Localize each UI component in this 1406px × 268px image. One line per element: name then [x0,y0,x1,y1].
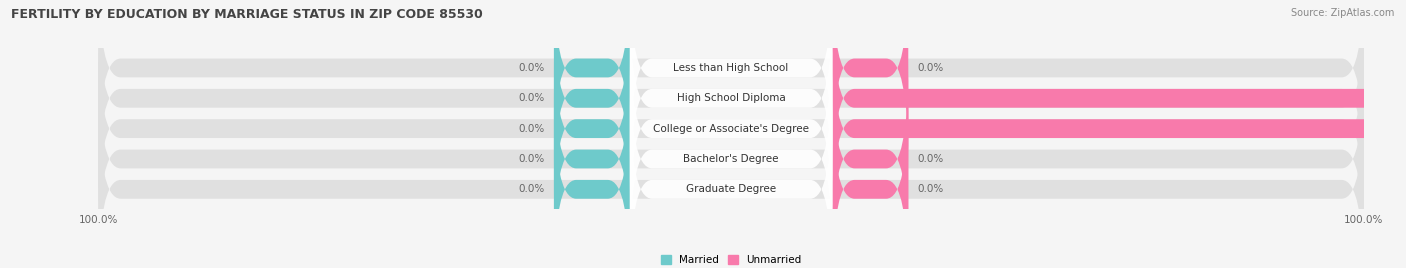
Text: 0.0%: 0.0% [519,63,544,73]
FancyBboxPatch shape [554,92,630,268]
Text: 0.0%: 0.0% [918,63,943,73]
FancyBboxPatch shape [832,2,1406,195]
FancyBboxPatch shape [554,2,630,195]
Legend: Married, Unmarried: Married, Unmarried [661,255,801,265]
FancyBboxPatch shape [630,32,832,225]
FancyBboxPatch shape [832,92,908,268]
Text: FERTILITY BY EDUCATION BY MARRIAGE STATUS IN ZIP CODE 85530: FERTILITY BY EDUCATION BY MARRIAGE STATU… [11,8,484,21]
FancyBboxPatch shape [630,62,832,256]
FancyBboxPatch shape [554,0,630,165]
FancyBboxPatch shape [554,62,630,256]
Text: High School Diploma: High School Diploma [676,93,786,103]
Text: 0.0%: 0.0% [519,154,544,164]
Text: Source: ZipAtlas.com: Source: ZipAtlas.com [1291,8,1395,18]
Text: 0.0%: 0.0% [918,154,943,164]
Text: 0.0%: 0.0% [519,93,544,103]
Text: 0.0%: 0.0% [519,184,544,194]
FancyBboxPatch shape [98,2,1364,195]
FancyBboxPatch shape [630,2,832,195]
FancyBboxPatch shape [630,0,832,165]
Text: 0.0%: 0.0% [519,124,544,134]
Text: Less than High School: Less than High School [673,63,789,73]
FancyBboxPatch shape [98,32,1364,225]
Text: Bachelor's Degree: Bachelor's Degree [683,154,779,164]
FancyBboxPatch shape [98,92,1364,268]
FancyBboxPatch shape [554,32,630,225]
FancyBboxPatch shape [98,62,1364,256]
FancyBboxPatch shape [630,92,832,268]
FancyBboxPatch shape [832,32,1406,225]
Text: College or Associate's Degree: College or Associate's Degree [654,124,808,134]
FancyBboxPatch shape [832,0,908,165]
Text: 0.0%: 0.0% [918,184,943,194]
Text: Graduate Degree: Graduate Degree [686,184,776,194]
FancyBboxPatch shape [98,0,1364,165]
FancyBboxPatch shape [832,62,908,256]
